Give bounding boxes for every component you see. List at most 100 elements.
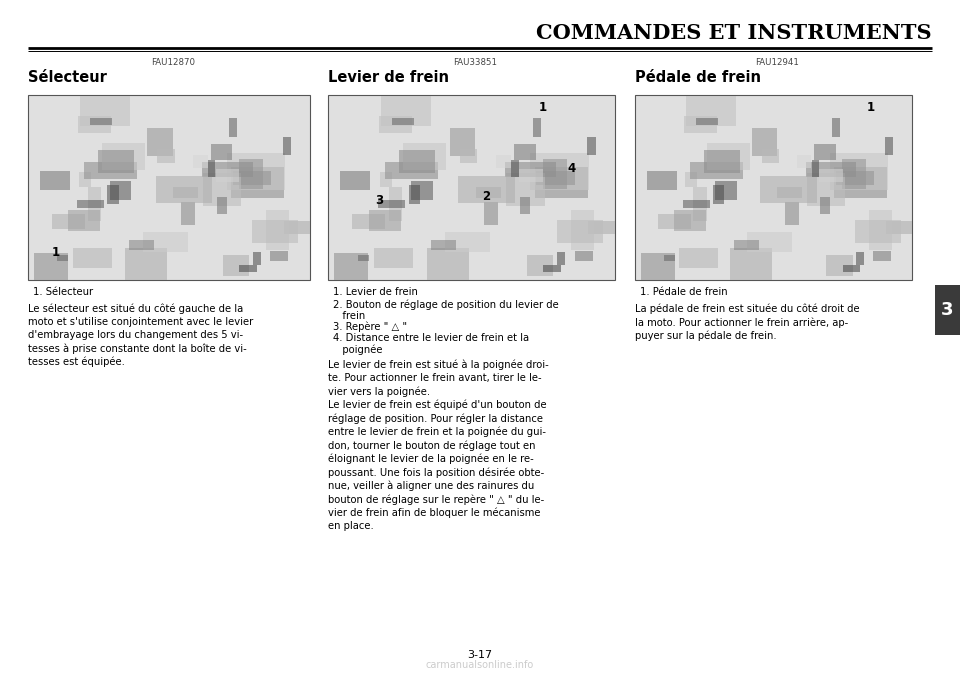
Bar <box>704 149 739 173</box>
Bar <box>734 240 759 250</box>
Bar <box>98 149 134 173</box>
Bar <box>271 251 288 261</box>
Bar <box>108 185 118 204</box>
Bar <box>674 210 707 232</box>
Bar <box>832 118 840 137</box>
Bar <box>519 169 543 182</box>
Bar <box>102 143 145 170</box>
Bar <box>873 251 891 261</box>
Text: 3: 3 <box>941 301 953 319</box>
Bar <box>683 200 709 208</box>
Bar <box>557 252 565 265</box>
Bar <box>369 210 401 232</box>
Bar <box>476 187 501 198</box>
Bar <box>785 202 800 225</box>
Bar <box>797 155 811 168</box>
Bar <box>78 116 111 133</box>
Bar <box>373 248 413 268</box>
Bar <box>588 221 615 234</box>
Bar <box>515 144 536 160</box>
Bar <box>449 128 475 155</box>
Text: 1. Pédale de frein: 1. Pédale de frein <box>640 287 728 297</box>
Text: 1: 1 <box>540 101 547 115</box>
Bar <box>855 252 864 265</box>
Bar <box>239 265 257 272</box>
Bar <box>352 214 385 229</box>
Bar <box>484 202 498 225</box>
Bar <box>685 172 697 187</box>
Bar <box>403 143 446 170</box>
Bar <box>217 197 227 214</box>
Bar <box>533 118 540 137</box>
Bar <box>827 255 852 276</box>
Bar <box>87 187 101 221</box>
Bar <box>392 118 414 125</box>
Text: 3-17: 3-17 <box>468 650 492 660</box>
Text: carmanualsonline.info: carmanualsonline.info <box>426 660 534 670</box>
Bar <box>173 187 198 198</box>
Bar <box>696 118 718 125</box>
Bar <box>679 248 718 268</box>
Bar <box>142 232 187 252</box>
Bar <box>778 187 803 198</box>
Bar <box>885 137 893 155</box>
Text: Le sélecteur est situé du côté gauche de la
moto et s'utilise conjointement avec: Le sélecteur est situé du côté gauche de… <box>28 304 253 367</box>
Bar <box>77 200 104 208</box>
Bar <box>84 162 137 179</box>
Bar <box>686 96 735 126</box>
Bar <box>34 253 68 280</box>
Bar <box>79 172 91 187</box>
Bar <box>378 116 413 133</box>
Text: 2. Bouton de réglage de position du levier de
   frein: 2. Bouton de réglage de position du levi… <box>333 299 559 321</box>
Bar <box>752 128 778 155</box>
Bar <box>380 172 392 187</box>
Bar <box>381 96 431 126</box>
Bar <box>239 159 263 189</box>
Bar <box>460 149 477 162</box>
Text: Le levier de frein est situé à la poignée droi-
te. Pour actionner le frein avan: Le levier de frein est situé à la poigné… <box>328 360 549 531</box>
Bar <box>385 162 438 179</box>
Bar <box>760 176 817 203</box>
Bar <box>109 181 132 200</box>
Bar <box>40 171 70 189</box>
Bar <box>334 253 369 280</box>
Bar <box>762 149 780 162</box>
Bar <box>204 172 241 206</box>
Bar <box>814 144 836 160</box>
Bar <box>341 171 371 189</box>
Bar <box>588 137 595 155</box>
Bar <box>647 171 677 189</box>
Bar <box>358 255 369 261</box>
Bar <box>842 159 866 189</box>
Bar <box>58 255 68 261</box>
Bar <box>431 240 456 250</box>
Bar <box>252 220 299 243</box>
Text: 4. Distance entre le levier de frein et la
   poignée: 4. Distance entre le levier de frein et … <box>333 333 529 355</box>
Bar <box>843 265 860 272</box>
Bar <box>230 168 284 198</box>
Bar <box>208 160 215 177</box>
Bar <box>535 168 588 198</box>
Bar <box>125 248 167 280</box>
Bar <box>156 176 212 203</box>
Bar <box>512 160 518 177</box>
Text: FAU12870: FAU12870 <box>151 58 195 67</box>
Text: FAU12941: FAU12941 <box>756 58 800 67</box>
Bar <box>193 155 207 168</box>
Bar <box>181 202 195 225</box>
Bar <box>869 210 892 249</box>
Bar <box>283 137 291 155</box>
Bar <box>855 220 901 243</box>
Bar <box>527 255 553 276</box>
Bar <box>148 128 173 155</box>
Bar <box>806 172 845 206</box>
Bar <box>73 248 111 268</box>
Bar <box>232 170 271 185</box>
Bar <box>223 255 250 276</box>
Bar <box>659 214 691 229</box>
Bar <box>690 162 743 179</box>
Bar <box>747 232 792 252</box>
Bar <box>935 285 960 335</box>
Bar <box>805 162 856 177</box>
Bar <box>377 200 404 208</box>
